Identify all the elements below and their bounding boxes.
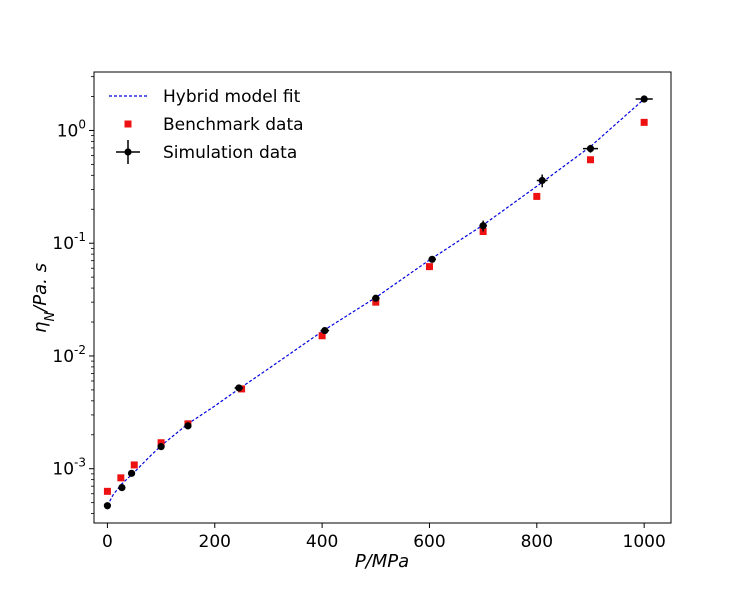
simulation-marker	[235, 384, 243, 392]
benchmark-point	[425, 263, 433, 271]
simulation-marker	[640, 95, 648, 103]
benchmark-point	[372, 298, 380, 306]
simulation-marker	[538, 176, 546, 185]
simulation-point	[635, 95, 653, 103]
simulation-point	[234, 384, 244, 392]
simulation-marker	[157, 443, 165, 451]
legend-benchmark-swatch	[124, 120, 132, 128]
simulation-marker	[321, 326, 329, 335]
benchmark-point	[318, 332, 326, 340]
y-tick-label: 10-1	[52, 230, 86, 254]
simulation-marker	[118, 483, 126, 492]
plot-frame	[93, 71, 672, 524]
simulation-points-layer	[103, 95, 653, 510]
y-axis-label: ηN/Pa. s	[30, 263, 58, 333]
simulation-marker	[479, 222, 487, 230]
simulation-marker	[372, 294, 380, 302]
plot-area	[94, 72, 671, 523]
benchmark-point	[640, 118, 648, 126]
simulation-point	[428, 255, 436, 263]
simulation-point	[118, 483, 126, 492]
x-tick-label: 600	[413, 532, 445, 552]
simulation-point	[536, 174, 548, 188]
benchmark-point	[130, 461, 138, 469]
x-axis-ticks: 0 200 400 600 800 1000	[102, 523, 666, 552]
benchmark-point	[157, 439, 165, 447]
x-axis-label: P/MPa	[355, 551, 409, 572]
simulation-marker	[184, 422, 192, 430]
benchmark-point	[479, 228, 487, 236]
legend-simulation-label: Simulation data	[163, 143, 297, 163]
x-tick-label: 800	[521, 532, 553, 552]
simulation-point	[479, 220, 487, 232]
y-axis-label-sub: N	[43, 312, 58, 322]
x-tick-label: 1000	[623, 532, 666, 552]
y-axis-label-rest: /Pa. s	[30, 263, 51, 314]
simulation-marker	[586, 145, 595, 153]
legend-fit-label: Hybrid model fit	[163, 87, 301, 107]
benchmark-point	[103, 487, 111, 495]
legend-simulation-swatch	[116, 140, 140, 164]
simulation-point	[184, 422, 192, 430]
y-tick-label: 100	[57, 117, 86, 141]
simulation-point	[372, 294, 380, 302]
simulation-marker	[127, 469, 136, 477]
legend: Hybrid model fit Benchmark data Simulati…	[109, 87, 304, 164]
simulation-point	[103, 502, 112, 510]
benchmark-point	[533, 192, 541, 200]
x-tick-label: 200	[199, 532, 231, 552]
benchmark-point	[117, 474, 125, 482]
y-tick-label: 10-3	[52, 456, 86, 480]
simulation-point	[127, 469, 136, 477]
simulation-point	[320, 326, 330, 335]
simulation-marker	[103, 502, 112, 510]
y-tick-label: 10-2	[52, 343, 86, 367]
legend-benchmark-label: Benchmark data	[163, 115, 304, 135]
simulation-point	[582, 144, 599, 153]
benchmark-point	[586, 156, 594, 164]
y-axis-label-main: η	[30, 322, 51, 333]
x-tick-label: 400	[306, 532, 338, 552]
simulation-point	[157, 443, 165, 451]
x-tick-label: 0	[102, 532, 113, 552]
simulation-marker	[428, 255, 436, 263]
y-axis-ticks: 10-3 10-2 10-1 100	[52, 76, 94, 514]
